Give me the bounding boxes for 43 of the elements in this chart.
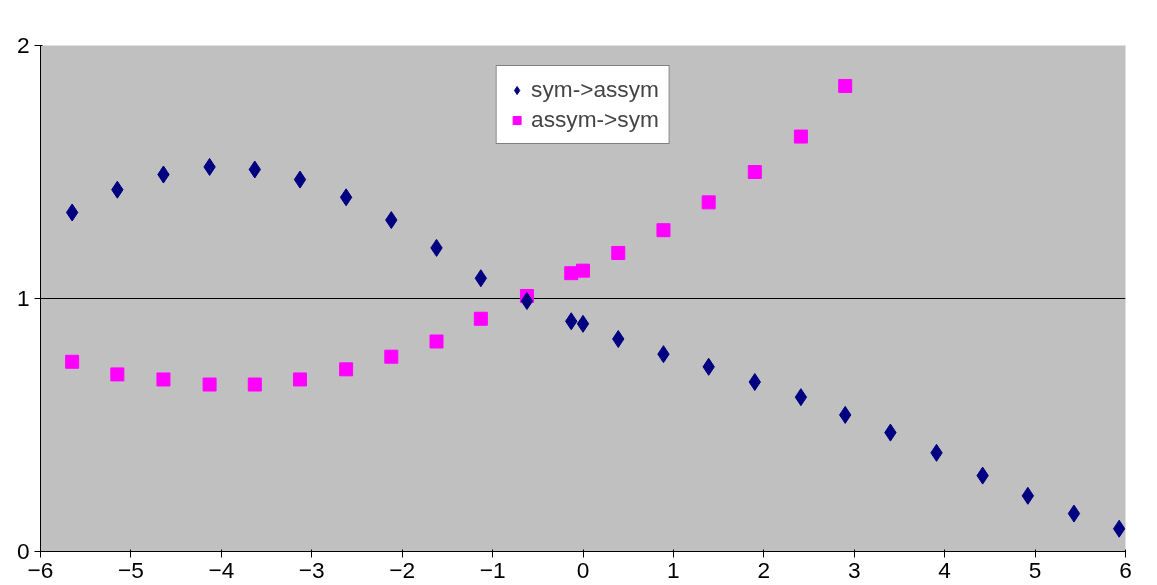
point xyxy=(576,263,590,278)
point xyxy=(473,311,488,326)
x-tick-label: −5 xyxy=(118,556,144,583)
point xyxy=(747,165,762,179)
point xyxy=(65,203,79,222)
point xyxy=(293,372,307,387)
y-tick-label: 1 xyxy=(16,285,30,311)
x-tick-label: 0 xyxy=(576,556,590,583)
point xyxy=(247,377,262,392)
x-tick-label: −2 xyxy=(389,556,416,583)
x-tick-label: −6 xyxy=(27,556,54,583)
point xyxy=(339,362,354,377)
point xyxy=(656,223,671,238)
point xyxy=(838,78,853,93)
legend-label: sym->assym xyxy=(531,76,659,103)
point xyxy=(429,334,444,349)
x-tick-label: 6 xyxy=(1119,556,1132,583)
point xyxy=(339,188,353,207)
x-tick-label: 4 xyxy=(938,556,951,583)
x-tick-label: 3 xyxy=(847,556,861,583)
x-tick-label: 2 xyxy=(757,556,771,583)
point xyxy=(793,129,808,144)
legend-label: assym->sym xyxy=(531,106,659,133)
point xyxy=(611,245,626,260)
point xyxy=(110,367,125,382)
x-tick-label: 1 xyxy=(667,556,680,583)
y-tick-label: 2 xyxy=(16,32,30,58)
point xyxy=(156,372,171,387)
point xyxy=(1067,504,1081,523)
point xyxy=(65,354,80,369)
point xyxy=(794,388,808,407)
point xyxy=(293,170,307,189)
point xyxy=(202,377,217,392)
x-tick-label: 5 xyxy=(1028,556,1042,583)
point xyxy=(1021,486,1035,505)
point xyxy=(701,195,716,210)
point xyxy=(520,292,534,311)
x-tick-label: −1 xyxy=(479,556,506,583)
x-tick-label: −4 xyxy=(208,556,235,583)
point xyxy=(576,314,590,333)
point xyxy=(384,349,399,364)
x-tick-label: −3 xyxy=(298,556,325,583)
y-tick-label: 0 xyxy=(16,538,30,564)
